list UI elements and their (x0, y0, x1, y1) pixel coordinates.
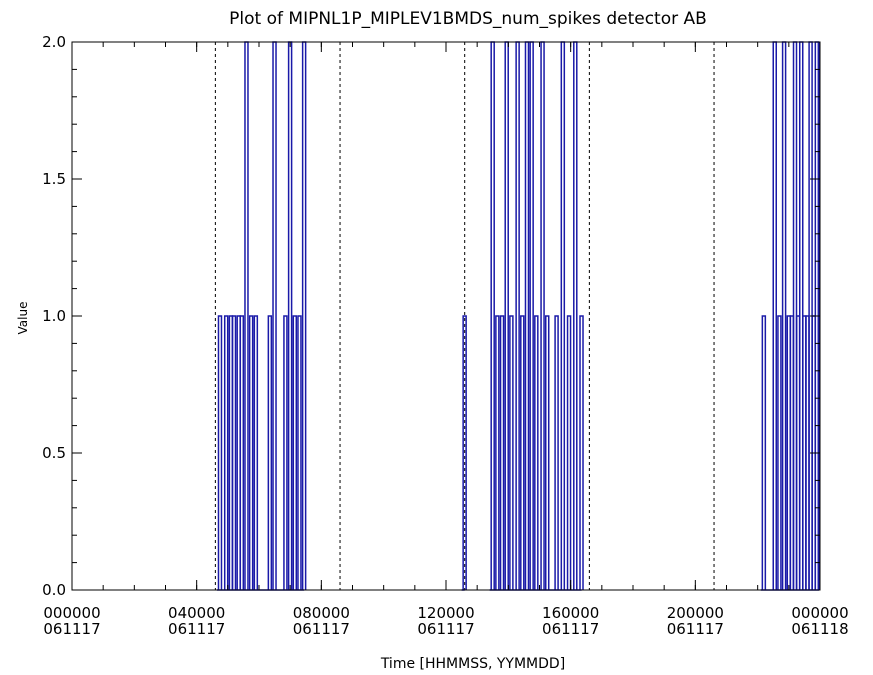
x-tick-label-date-0: 061117 (43, 620, 100, 638)
spike-7 (248, 315, 254, 590)
x-tick-label-date-6: 061118 (791, 620, 848, 638)
spike-15 (301, 41, 307, 590)
y-axis-label: Value (16, 302, 30, 335)
x-tick-label-time-5: 200000 (667, 604, 724, 622)
y-tick-label-3: 1.5 (42, 170, 66, 188)
x-tick-label-time-0: 000000 (43, 604, 100, 622)
spike-28 (544, 315, 550, 590)
spike-30 (560, 41, 566, 590)
spike-31 (566, 315, 572, 590)
spike-20 (504, 41, 509, 590)
x-tick-label-time-1: 040000 (168, 604, 225, 622)
x-tick-label-date-5: 061117 (667, 620, 724, 638)
x-tick-label-time-4: 160000 (542, 604, 599, 622)
tick-labels: 0.00.51.01.52.00000000611170400000611170… (42, 33, 848, 638)
spike-27 (540, 41, 545, 590)
spike-35 (772, 41, 777, 590)
spike-25 (529, 41, 534, 590)
spike-19 (499, 315, 505, 590)
spike-36 (777, 315, 782, 590)
spike-8 (253, 315, 259, 590)
y-tick-label-1: 0.5 (42, 444, 66, 462)
spike-26 (534, 315, 539, 590)
spike-18 (495, 315, 500, 590)
segment-boundaries (214, 42, 715, 590)
x-tick-label-time-3: 120000 (417, 604, 474, 622)
spike-6 (244, 41, 249, 590)
x-tick-label-time-2: 080000 (293, 604, 350, 622)
spike-5 (239, 315, 245, 590)
spike-24 (524, 41, 530, 590)
x-tick-label-date-4: 061117 (542, 620, 599, 638)
chart-title: Plot of MIPNL1P_MIPLEV1BMDS_num_spikes d… (229, 9, 707, 29)
spike-23 (520, 315, 525, 590)
spike-32 (573, 41, 578, 590)
spike-13 (292, 315, 298, 590)
spike-21 (509, 315, 514, 590)
plot-frame (71, 41, 821, 591)
spike-14 (297, 315, 302, 590)
x-tick-label-date-1: 061117 (168, 620, 225, 638)
spike-3 (231, 315, 237, 590)
axes (71, 41, 821, 591)
spike-12 (287, 41, 293, 590)
spike-37 (781, 41, 787, 590)
spike-34 (761, 315, 767, 590)
spike-1 (223, 315, 229, 590)
spike-0 (217, 315, 223, 590)
y-tick-label-0: 0.0 (42, 581, 66, 599)
spike-22 (515, 41, 520, 590)
spike-16 (462, 315, 467, 590)
spike-10 (272, 41, 277, 590)
x-axis-label: Time [HHMMSS, YYMMDD] (380, 656, 565, 672)
x-tick-label-date-2: 061117 (293, 620, 350, 638)
x-tick-label-date-3: 061117 (417, 620, 474, 638)
x-tick-label-time-6: 000000 (791, 604, 848, 622)
spike-11 (283, 315, 288, 590)
data-series (216, 41, 820, 591)
spike-9 (267, 315, 273, 590)
y-tick-label-2: 1.0 (42, 307, 66, 325)
spike-29 (554, 315, 559, 590)
y-tick-label-4: 2.0 (42, 33, 66, 51)
spike-17 (490, 41, 495, 590)
spike-33 (579, 315, 584, 590)
